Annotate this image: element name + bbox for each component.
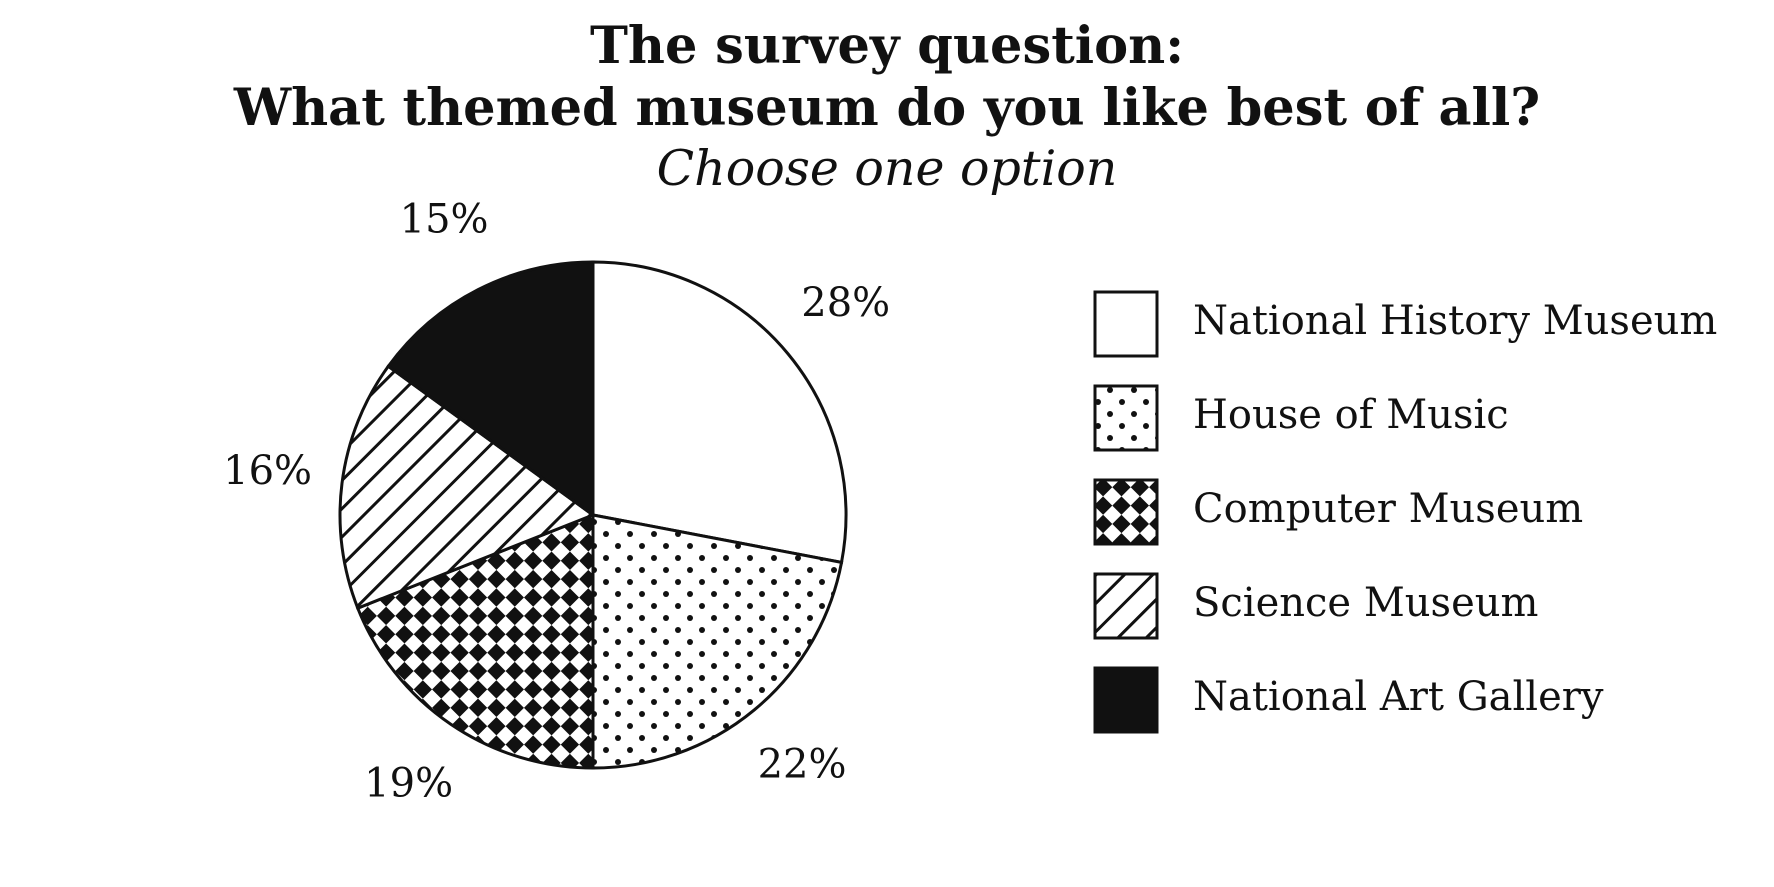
pie-percent-labels: 28% 22% 19% 16% 15% — [223, 197, 890, 807]
legend-swatch-house-of-music — [1093, 384, 1159, 452]
pie-slice-science-museum — [338, 364, 597, 611]
pie-label-national-history-museum: 28% — [801, 280, 890, 326]
pie-slice-computer-museum — [355, 512, 595, 770]
chart-subtitle: Choose one option — [656, 140, 1118, 197]
pie-slice-national-history-museum — [591, 260, 848, 565]
pie-label-house-of-music: 22% — [758, 742, 847, 788]
legend-label-national-history-museum: National History Museum — [1193, 298, 1717, 344]
pie-label-science-museum: 16% — [223, 448, 312, 494]
pie-slice-national-art-gallery — [386, 260, 595, 518]
pie-label-computer-museum: 19% — [364, 760, 453, 806]
chart-title-line-1: The survey question: — [589, 16, 1185, 76]
pie-slices — [338, 260, 848, 770]
legend-swatch-national-history-museum — [1093, 290, 1159, 358]
chart-title-line-2: What themed museum do you like best of a… — [233, 78, 1541, 138]
pie-slice-house-of-music — [591, 513, 844, 770]
pie-label-national-art-gallery: 15% — [400, 197, 489, 243]
legend-swatch-computer-museum — [1093, 478, 1159, 546]
legend-label-computer-museum: Computer Museum — [1193, 486, 1583, 532]
legend: National History Museum House of Music Com… — [1093, 290, 1717, 734]
legend-label-national-art-gallery: National Art Gallery — [1193, 674, 1604, 720]
legend-swatch-science-museum — [1093, 572, 1159, 640]
legend-label-house-of-music: House of Music — [1193, 392, 1509, 438]
legend-swatch-national-art-gallery — [1093, 666, 1159, 734]
legend-label-science-museum: Science Museum — [1193, 580, 1538, 626]
